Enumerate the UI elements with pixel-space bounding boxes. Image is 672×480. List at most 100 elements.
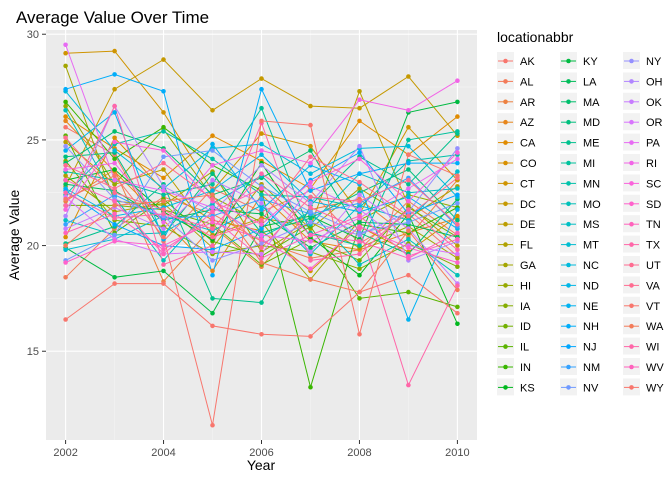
data-point-mt <box>63 247 68 253</box>
legend-label: KY <box>583 56 598 68</box>
data-point-wa <box>259 260 264 265</box>
data-point-sc <box>259 222 264 227</box>
legend-item-nj: NJ <box>560 337 596 355</box>
data-point-va <box>63 135 68 141</box>
data-point-in <box>308 384 313 390</box>
data-point-nh <box>210 272 215 278</box>
legend-item-ct: CT <box>497 174 535 192</box>
y-axis-ticks: 15 20 25 30 <box>27 29 46 358</box>
legend-key-point <box>629 283 634 288</box>
legend-label: PA <box>646 138 661 150</box>
data-point-wv <box>63 177 68 183</box>
data-point-va <box>259 217 264 223</box>
legend-label: FL <box>520 240 533 252</box>
data-point-tn <box>259 255 264 261</box>
data-point-nv <box>112 232 117 238</box>
data-point-sc <box>161 148 166 153</box>
data-point-oh <box>259 163 264 168</box>
x-tick-label: 2006 <box>249 447 273 459</box>
x-axis-label: Year <box>247 457 276 473</box>
legend-item-ak: AK <box>497 52 535 69</box>
y-tick-label: 30 <box>27 29 39 41</box>
data-point-va <box>210 234 215 240</box>
legend-key-point <box>566 201 571 207</box>
data-point-wi <box>161 211 166 217</box>
data-point-ri <box>308 160 313 166</box>
data-point-nc <box>406 143 411 149</box>
legend-label: WI <box>646 342 659 354</box>
data-point-va <box>308 154 313 160</box>
data-point-ma <box>308 148 313 153</box>
data-point-pa <box>406 186 411 191</box>
data-point-mn <box>161 129 166 134</box>
legend-item-wv: WV <box>623 358 664 375</box>
data-point-tx <box>308 258 313 263</box>
data-point-co <box>63 234 68 240</box>
data-point-oh <box>161 184 166 189</box>
legend-key-point <box>629 58 634 64</box>
legend-item-nm: NM <box>560 358 600 375</box>
data-point-wy <box>308 334 313 339</box>
data-point-ak <box>63 124 68 130</box>
data-point-ne <box>112 110 117 115</box>
data-point-ok <box>63 226 68 231</box>
data-point-nh <box>63 86 68 92</box>
data-point-mn <box>210 156 215 162</box>
data-point-tx <box>63 203 68 208</box>
data-point-nm <box>259 196 264 202</box>
legend-key-point <box>503 242 508 247</box>
legend-item-ks: KS <box>497 378 535 396</box>
legend-title: locationabbr <box>497 29 574 45</box>
data-point-tx <box>406 207 411 212</box>
data-point-wy <box>210 323 215 329</box>
data-point-tx <box>210 243 215 248</box>
legend-item-nv: NV <box>560 378 599 396</box>
legend-key-point <box>629 262 634 268</box>
legend-label: GA <box>520 260 537 272</box>
data-point-tn <box>455 230 460 236</box>
data-point-vt <box>63 196 68 202</box>
y-tick-label: 15 <box>27 346 39 358</box>
data-point-wa <box>455 287 460 293</box>
legend-label: NC <box>583 260 599 272</box>
data-point-pa <box>63 42 68 48</box>
data-point-wv <box>161 251 166 257</box>
data-point-dc <box>210 108 215 113</box>
legend-item-ut: UT <box>623 256 661 273</box>
data-point-nv <box>406 220 411 225</box>
data-point-ia <box>455 264 460 270</box>
legend-label: NM <box>583 362 600 374</box>
data-point-nd <box>210 188 215 193</box>
data-point-ut <box>455 222 460 227</box>
legend-key-point <box>629 221 634 227</box>
legend-key-point <box>566 364 571 370</box>
data-point-ct <box>63 50 68 56</box>
data-point-ms <box>161 230 166 236</box>
data-point-wv <box>308 232 313 238</box>
legend-item-mo: MO <box>560 194 601 212</box>
legend-label: ND <box>583 280 599 292</box>
legend-key-point <box>503 385 508 390</box>
data-point-vt <box>112 173 117 179</box>
data-point-nh <box>308 188 313 193</box>
data-point-oh <box>357 143 362 149</box>
legend-label: OR <box>646 117 663 129</box>
legend-item-vt: VT <box>623 296 660 314</box>
legend-label: NY <box>646 56 662 68</box>
legend-label: ME <box>583 138 600 150</box>
legend-label: DE <box>520 219 535 231</box>
data-point-ri <box>112 160 117 166</box>
legend-label: MD <box>583 117 600 129</box>
legend-key-point <box>503 221 508 227</box>
legend-item-al: AL <box>497 72 533 90</box>
legend-label: CT <box>520 178 535 190</box>
data-point-ut <box>112 186 117 191</box>
data-point-md <box>406 167 411 172</box>
legend-key-point <box>629 344 634 349</box>
data-point-pa <box>161 188 166 193</box>
legend-item-va: VA <box>623 276 661 294</box>
legend-key-point <box>503 119 508 125</box>
data-point-mo <box>63 108 68 113</box>
legend-item-ri: RI <box>623 154 657 171</box>
legend-key-point <box>629 323 634 329</box>
